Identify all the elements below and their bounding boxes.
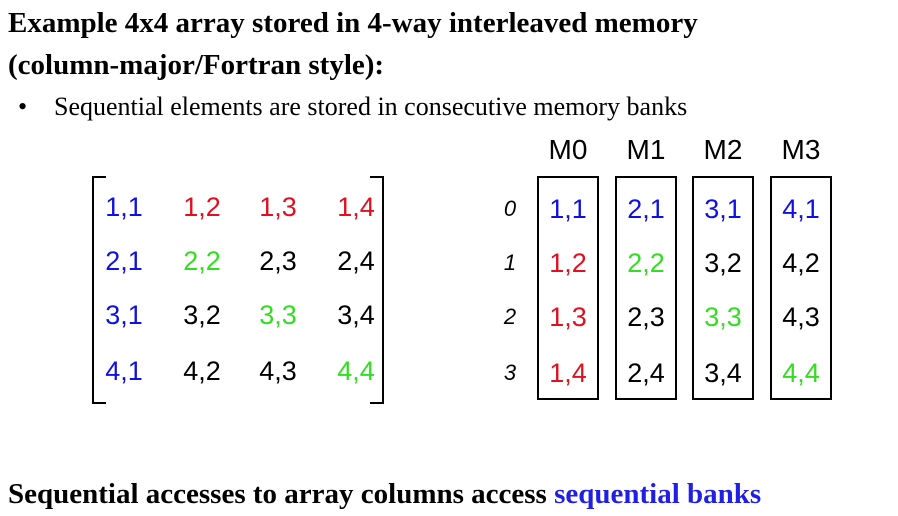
bank-cell: 3,1 [704, 194, 742, 224]
bank-cell: 2,2 [627, 248, 665, 278]
matrix-cell: 1,1 [105, 192, 143, 222]
bank-cell: 4,4 [782, 358, 820, 388]
bank-cell: 1,2 [549, 248, 587, 278]
bank-cell: 3,3 [704, 302, 742, 332]
bank-cell: 1,3 [549, 302, 587, 332]
title-line-2: (column-major/Fortran style): [8, 49, 385, 81]
bank-row-index: 1 [503, 250, 517, 275]
bank-cell: 2,3 [627, 302, 665, 332]
right-bracket [370, 176, 384, 404]
bank-row-index: 0 [503, 196, 517, 221]
matrix-cell: 4,1 [105, 356, 143, 386]
matrix-cell: 2,3 [259, 246, 297, 276]
matrix-cell: 4,4 [337, 356, 375, 386]
bank-cell: 4,2 [782, 248, 820, 278]
bank-cell: 2,1 [627, 194, 665, 224]
bank-row-index: 3 [503, 360, 517, 385]
left-bracket [92, 176, 106, 404]
bank-label-m2: M2 [703, 134, 743, 165]
matrix-cell: 1,2 [183, 192, 221, 222]
matrix-cell: 4,2 [183, 356, 221, 386]
footer-statement: Sequential accesses to array columns acc… [8, 476, 761, 512]
matrix-cell: 1,4 [337, 192, 375, 222]
matrix-cell: 2,4 [337, 246, 375, 276]
bank-label-m3: M3 [781, 134, 821, 165]
bank-cell: 3,4 [704, 358, 742, 388]
bullet-point: • Sequential elements are stored in conse… [18, 92, 687, 122]
memory-bank-m0: 1,1 1,2 1,3 1,4 [537, 176, 599, 400]
footer-text: Sequential accesses to array columns acc… [8, 478, 555, 510]
title-line-1: Example 4x4 array stored in 4-way interl… [8, 7, 698, 39]
memory-bank-m3: 4,1 4,2 4,3 4,4 [770, 176, 832, 400]
matrix-cell: 2,2 [183, 246, 221, 276]
bank-row-index: 2 [503, 304, 517, 329]
bank-cell: 1,1 [549, 194, 587, 224]
matrix-cell: 4,3 [259, 356, 297, 386]
matrix-cell: 3,4 [337, 300, 375, 330]
bank-label-m1: M1 [626, 134, 666, 165]
bank-cell: 4,3 [782, 302, 820, 332]
bank-label-m0: M0 [548, 134, 588, 165]
bullet-dot-icon: • [18, 92, 28, 121]
bank-cell: 4,1 [782, 194, 820, 224]
array-matrix: 1,1 1,2 1,3 1,4 2,1 2,2 2,3 2,4 3,1 3,2 3,3 3,4 4,1 4… [92, 176, 392, 404]
matrix-cell: 1,3 [259, 192, 297, 222]
bank-cell: 3,2 [704, 248, 742, 278]
slide-title: Example 4x4 array stored in 4-way interl… [8, 2, 888, 86]
matrix-cell: 3,1 [105, 300, 143, 330]
matrix-cell: 2,1 [105, 246, 143, 276]
matrix-cell: 3,2 [183, 300, 221, 330]
bullet-text: Sequential elements are stored in consec… [54, 92, 688, 121]
bank-cell: 2,4 [627, 358, 665, 388]
memory-bank-m1: 2,1 2,2 2,3 2,4 [615, 176, 677, 400]
bank-cell: 1,4 [549, 358, 587, 388]
memory-bank-m2: 3,1 3,2 3,3 3,4 [692, 176, 754, 400]
footer-highlight: sequential banks [554, 478, 762, 510]
matrix-cell: 3,3 [259, 300, 297, 330]
